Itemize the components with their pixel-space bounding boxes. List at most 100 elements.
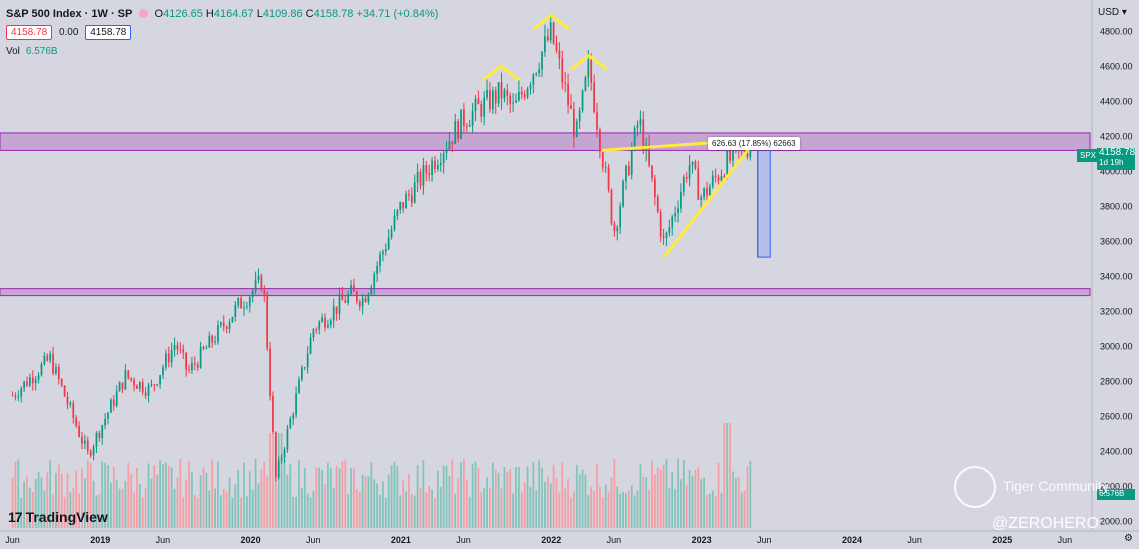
support-resistance-zones[interactable] xyxy=(0,132,1091,297)
currency-selector[interactable]: USD ▾ xyxy=(1098,7,1127,18)
candle-body-98 xyxy=(295,393,297,415)
volume-bar-125 xyxy=(373,479,376,528)
volume-bar-87 xyxy=(263,461,266,528)
candle-body-16 xyxy=(57,366,60,380)
candle-body-184 xyxy=(544,36,546,52)
x-tick-label-2: Jun xyxy=(156,535,171,545)
candle-body-211 xyxy=(622,181,624,207)
x-tick-label-13: 2025 xyxy=(992,535,1012,545)
volume-bar-213 xyxy=(627,490,630,528)
volume-bar-139 xyxy=(413,495,416,528)
candle-body-103 xyxy=(309,337,312,354)
time-axis[interactable]: Jun 2019 Jun 2020 Jun 2021 Jun 2022 Jun 2023 Jun 20… xyxy=(0,530,1139,545)
candle-body-33 xyxy=(107,412,109,420)
low-value: 4109.86 xyxy=(262,8,303,20)
volume-bar-227 xyxy=(668,488,671,528)
volume-bar-230 xyxy=(677,458,679,528)
candle-body-139 xyxy=(413,182,416,203)
candle-body-233 xyxy=(685,176,688,179)
volume-bar-59 xyxy=(182,497,185,528)
candle-body-238 xyxy=(700,197,703,200)
volume-bar-100 xyxy=(301,488,303,528)
volume-bar-97 xyxy=(292,496,295,528)
candle-body-126 xyxy=(376,265,378,275)
candle-body-202 xyxy=(596,111,598,130)
volume-bar-152 xyxy=(451,459,454,528)
market-status-icon[interactable] xyxy=(139,9,149,18)
x-tick-label-7: 2022 xyxy=(541,535,561,545)
candle-body-73 xyxy=(222,322,225,327)
candle-body-67 xyxy=(205,347,208,349)
volume-bar-132 xyxy=(393,461,396,528)
y-tick-label-10: 4000.00 xyxy=(1100,166,1133,176)
tradingview-logo[interactable]: 17 TradingView xyxy=(8,509,108,525)
volume-bar-220 xyxy=(648,489,650,528)
volume-bar-167 xyxy=(494,469,497,528)
candle-body-179 xyxy=(529,85,532,89)
last-price-value: 4158.78 xyxy=(1099,147,1136,158)
candle-body-218 xyxy=(642,119,645,152)
volume-bar-41 xyxy=(130,473,133,528)
candle-body-193 xyxy=(570,105,572,109)
candle-body-182 xyxy=(538,69,541,74)
volume-bar-64 xyxy=(196,497,199,528)
candle-body-34 xyxy=(110,399,112,413)
buy-button[interactable]: 4158.78 xyxy=(85,25,132,40)
candle-body-111 xyxy=(332,306,335,321)
candle-body-154 xyxy=(457,121,459,140)
candle-body-83 xyxy=(251,290,254,297)
candle-body-21 xyxy=(72,403,75,418)
last-price-tag: 4158.78 1d 19h xyxy=(1097,148,1135,170)
volume-bar-11 xyxy=(43,490,46,528)
candle-body-20 xyxy=(69,403,72,405)
sell-button[interactable]: 4158.78 xyxy=(6,25,53,40)
volume-bar-212 xyxy=(625,493,627,528)
volume-bar-7 xyxy=(31,492,34,528)
candle-body-242 xyxy=(711,175,714,187)
volume-bar-22 xyxy=(75,470,78,528)
x-tick-label-8: Jun xyxy=(607,535,622,545)
candle-body-14 xyxy=(52,353,54,374)
candle-body-209 xyxy=(616,227,619,232)
volume-label[interactable]: Vol xyxy=(6,46,20,57)
volume-bar-84 xyxy=(254,458,257,528)
candle-body-236 xyxy=(694,161,697,169)
volume-bar-226 xyxy=(665,459,668,528)
candle-body-199 xyxy=(587,59,590,78)
candle-body-231 xyxy=(680,191,682,209)
candle-body-77 xyxy=(234,304,237,317)
volume-bar-13 xyxy=(49,460,52,528)
volume-bar-175 xyxy=(518,466,520,528)
volume-bar-196 xyxy=(578,474,581,528)
settings-gear-icon[interactable]: ⚙ xyxy=(1124,533,1133,544)
volume-bar-185 xyxy=(546,476,549,528)
candle-body-95 xyxy=(286,428,289,450)
volume-legend: Vol 6.576B xyxy=(6,46,58,57)
volume-bar-101 xyxy=(303,467,306,528)
volume-bar-49 xyxy=(153,465,156,528)
volume-bar-140 xyxy=(416,465,419,528)
symbol-title[interactable]: S&P 500 Index · 1W · SP xyxy=(6,8,133,20)
volume-bar-223 xyxy=(656,467,659,528)
volume-bar-113 xyxy=(338,468,341,528)
volume-bar-131 xyxy=(390,465,393,528)
volume-bar-110 xyxy=(329,468,332,528)
candle-body-213 xyxy=(627,165,630,175)
candle-body-196 xyxy=(578,110,581,122)
volume-bar-47 xyxy=(147,463,150,528)
volume-bar-120 xyxy=(358,492,361,528)
volume-bar-250 xyxy=(735,478,737,528)
price-axis[interactable]: 2000.00 2200.00 2400.00 2600.00 2800.00 3000.… xyxy=(1091,0,1133,530)
tiger-logo-icon xyxy=(954,466,996,508)
volume-bar-74 xyxy=(225,491,228,528)
candle-body-216 xyxy=(636,125,639,128)
candle-body-136 xyxy=(405,193,407,209)
volume-bar-210 xyxy=(619,493,622,528)
candle-body-26 xyxy=(86,440,89,452)
volume-bar-136 xyxy=(405,491,407,528)
candle-body-162 xyxy=(480,104,483,117)
candle-body-152 xyxy=(451,141,454,145)
volume-bar-68 xyxy=(208,490,211,528)
x-tick-label-14: Jun xyxy=(1058,535,1073,545)
